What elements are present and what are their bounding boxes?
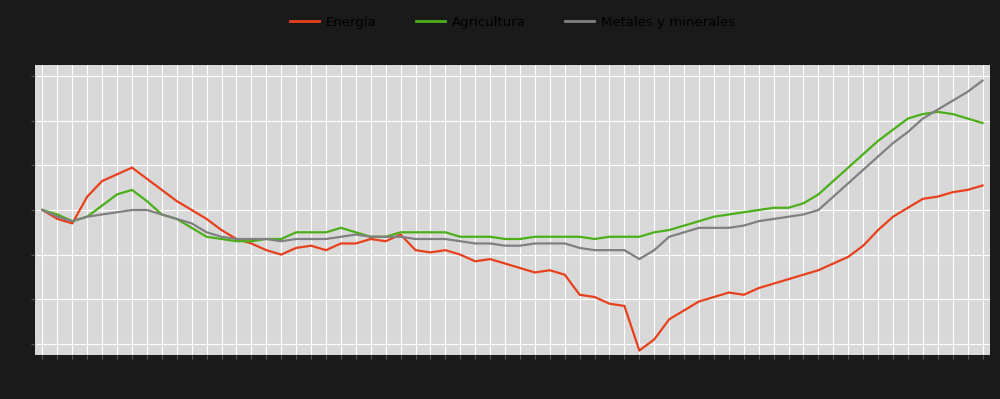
Legend: Energía, Agricultura, Metales y minerales: Energía, Agricultura, Metales y minerale… — [285, 11, 740, 34]
